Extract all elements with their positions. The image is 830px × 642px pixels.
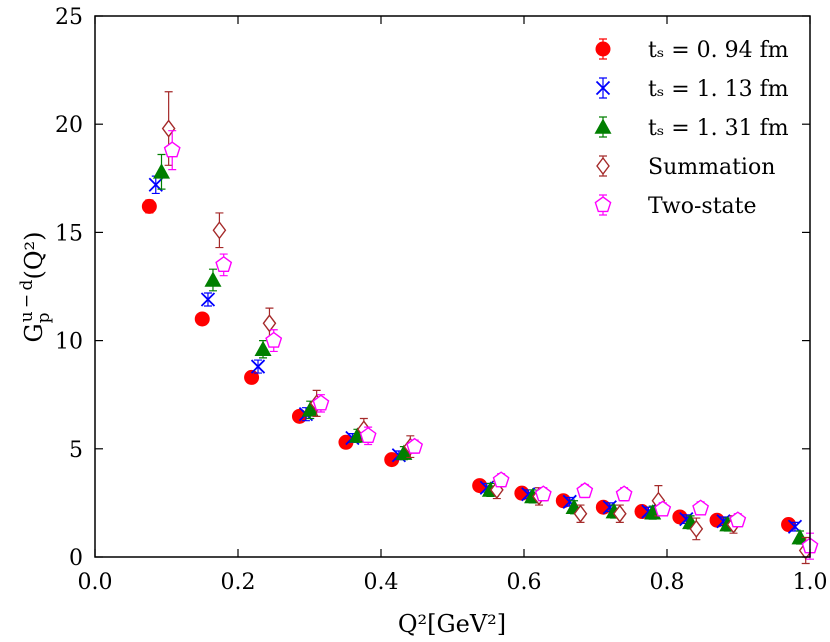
y-label-sub: p	[34, 312, 54, 323]
x-tick-label: 0.4	[364, 570, 399, 595]
data-point	[204, 271, 222, 287]
y-tick-label: 5	[69, 438, 83, 463]
data-point	[262, 314, 277, 333]
legend-entry-2: tₛ = 1. 13 fm	[595, 77, 789, 102]
series-1	[141, 198, 797, 533]
data-point	[615, 485, 633, 502]
data-point	[141, 198, 157, 214]
legend-marker	[594, 118, 612, 134]
y-axis-label: Gpu − d(Q²)	[17, 232, 54, 343]
data-point	[384, 452, 400, 468]
legend-marker	[594, 196, 612, 213]
y-label-sup: u − d	[17, 279, 37, 322]
y-label-tail: (Q²)	[20, 232, 48, 280]
data-marks	[141, 91, 819, 565]
x-tick-label: 0.2	[221, 570, 256, 595]
data-point	[791, 529, 809, 545]
x-tick-label: 0.0	[78, 570, 113, 595]
legend-label: tₛ = 1. 13 fm	[648, 77, 789, 102]
legend-entry-5: Two-state	[594, 194, 757, 219]
x-axis-label: Q²[GeV²]	[398, 610, 506, 638]
data-point	[573, 504, 588, 523]
y-tick-label: 25	[55, 5, 83, 30]
data-point	[492, 471, 510, 488]
y-label-main: G	[20, 323, 48, 342]
x-tick-label: 0.8	[650, 570, 685, 595]
legend-entry-1: tₛ = 0. 94 fm	[595, 38, 789, 63]
legend-label: tₛ = 0. 94 fm	[648, 38, 789, 63]
data-point	[612, 504, 627, 523]
legend-label: Summation	[648, 155, 775, 180]
data-point	[152, 163, 170, 179]
x-tick-label: 1.0	[793, 570, 828, 595]
legend-entry-4: Summation	[596, 155, 775, 180]
data-point	[654, 500, 672, 517]
data-point	[689, 519, 704, 539]
series-5	[163, 130, 819, 560]
data-point	[265, 331, 283, 348]
data-point	[194, 311, 210, 327]
legend-entry-3: tₛ = 1. 31 fm	[594, 116, 789, 141]
data-point	[359, 426, 377, 443]
data-point	[338, 434, 354, 450]
data-point	[301, 401, 319, 417]
data-point	[200, 292, 216, 307]
data-point	[534, 485, 552, 502]
data-point	[406, 437, 424, 454]
legend-marker	[596, 156, 610, 176]
legend-marker	[595, 41, 611, 57]
data-point	[692, 499, 710, 516]
data-point	[729, 511, 747, 528]
data-point	[312, 394, 330, 411]
data-point	[254, 340, 272, 357]
data-point	[472, 478, 488, 494]
data-point	[163, 141, 181, 158]
data-point	[395, 444, 413, 460]
legend: tₛ = 0. 94 fm tₛ = 1. 13 fm tₛ = 1. 31 fm S…	[594, 38, 789, 219]
legend-label: tₛ = 1. 31 fm	[648, 116, 789, 141]
plot-frame	[94, 15, 811, 558]
axis-ticks: 0.0 0.2 0.4 0.6 0.8 1.0 0 5 10 15 20 25	[55, 5, 828, 595]
y-tick-label: 10	[55, 330, 83, 355]
svg-text:Gpu − d(Q²): Gpu − d(Q²)	[17, 232, 54, 343]
y-tick-label: 0	[69, 546, 83, 571]
x-tick-label: 0.6	[507, 570, 542, 595]
y-tick-label: 15	[55, 221, 83, 246]
data-point	[250, 359, 266, 374]
data-point	[576, 482, 594, 499]
legend-marker	[595, 80, 611, 96]
data-point	[161, 119, 176, 138]
legend-label: Two-state	[648, 194, 757, 219]
y-tick-label: 20	[55, 113, 83, 138]
data-point	[215, 255, 233, 273]
data-point	[212, 221, 227, 240]
